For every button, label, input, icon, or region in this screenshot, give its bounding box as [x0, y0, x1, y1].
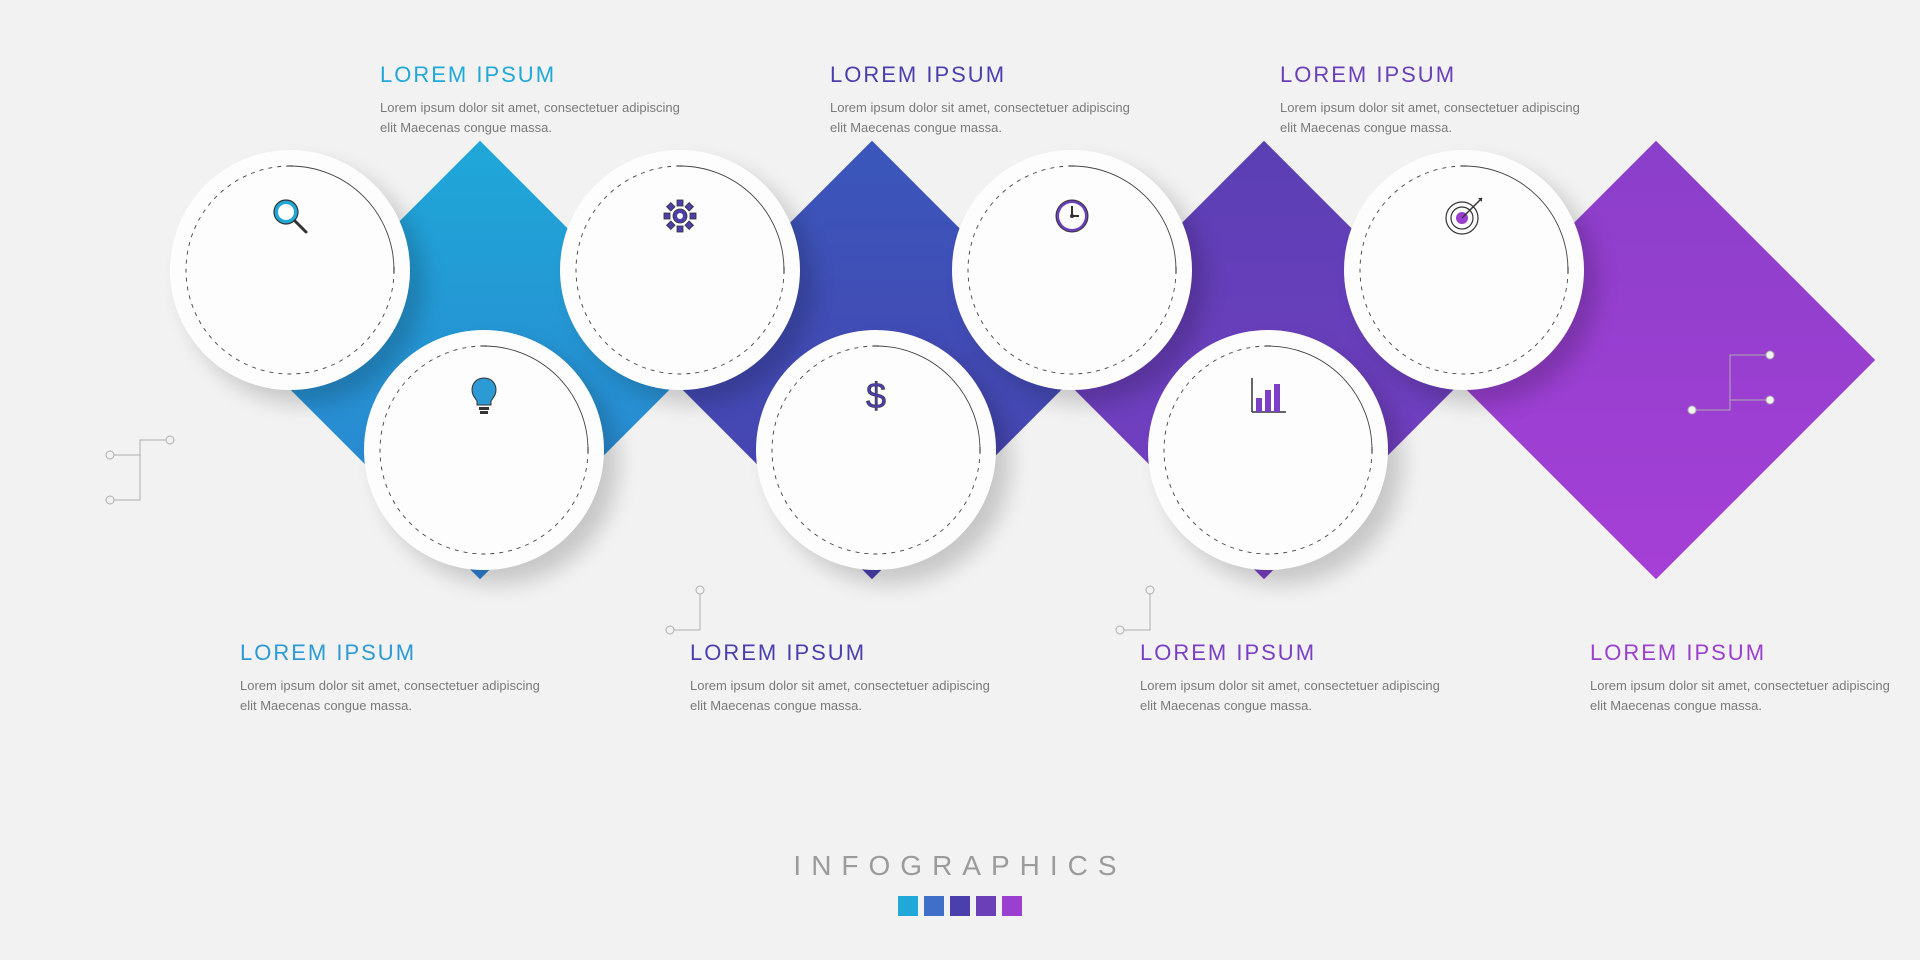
- target-icon: [1440, 192, 1488, 245]
- swatch: [898, 896, 918, 916]
- step-text-2: LOREM IPSUM Lorem ipsum dolor sit amet, …: [240, 640, 540, 716]
- step-title: LOREM IPSUM: [380, 62, 680, 88]
- footer-title: INFOGRAPHICS: [0, 850, 1920, 882]
- step-circle-2: [364, 330, 604, 570]
- step-body: Lorem ipsum dolor sit amet, consectetuer…: [830, 98, 1130, 138]
- gear-icon: [656, 192, 704, 245]
- step-text-6: LOREM IPSUM Lorem ipsum dolor sit amet, …: [1140, 640, 1440, 716]
- step-text-3: LOREM IPSUM Lorem ipsum dolor sit amet, …: [830, 62, 1130, 138]
- step-text-7: LOREM IPSUM Lorem ipsum dolor sit amet, …: [1590, 640, 1890, 716]
- step-circle-3: [560, 150, 800, 390]
- step-title: LOREM IPSUM: [1140, 640, 1440, 666]
- step-body: Lorem ipsum dolor sit amet, consectetuer…: [1140, 676, 1440, 716]
- clock-icon: [1048, 192, 1096, 245]
- step-title: LOREM IPSUM: [240, 640, 540, 666]
- step-title: LOREM IPSUM: [1590, 640, 1890, 666]
- step-text-5: LOREM IPSUM Lorem ipsum dolor sit amet, …: [1280, 62, 1580, 138]
- swatch: [1002, 896, 1022, 916]
- step-circle-7: [1344, 150, 1584, 390]
- step-text-1: LOREM IPSUM Lorem ipsum dolor sit amet, …: [380, 62, 680, 138]
- swatch: [924, 896, 944, 916]
- step-title: LOREM IPSUM: [1280, 62, 1580, 88]
- svg-text:$: $: [866, 375, 886, 416]
- step-circle-4: $: [756, 330, 996, 570]
- infographic-stage: $ LOREM IPSUM Lorem ipsum dolor sit amet…: [0, 0, 1920, 960]
- step-title: LOREM IPSUM: [690, 640, 990, 666]
- footer: INFOGRAPHICS: [0, 850, 1920, 916]
- step-body: Lorem ipsum dolor sit amet, consectetuer…: [380, 98, 680, 138]
- step-body: Lorem ipsum dolor sit amet, consectetuer…: [1280, 98, 1580, 138]
- step-circle-6: [1148, 330, 1388, 570]
- step-body: Lorem ipsum dolor sit amet, consectetuer…: [1590, 676, 1890, 716]
- step-body: Lorem ipsum dolor sit amet, consectetuer…: [690, 676, 990, 716]
- step-title: LOREM IPSUM: [830, 62, 1130, 88]
- dollar-icon: $: [852, 372, 900, 425]
- bars-icon: [1244, 372, 1292, 425]
- swatch: [976, 896, 996, 916]
- footer-swatches: [0, 896, 1920, 916]
- step-circle-5: [952, 150, 1192, 390]
- step-text-4: LOREM IPSUM Lorem ipsum dolor sit amet, …: [690, 640, 990, 716]
- search-icon: [266, 192, 314, 245]
- step-circle-1: [170, 150, 410, 390]
- bulb-icon: [460, 372, 508, 425]
- step-body: Lorem ipsum dolor sit amet, consectetuer…: [240, 676, 540, 716]
- swatch: [950, 896, 970, 916]
